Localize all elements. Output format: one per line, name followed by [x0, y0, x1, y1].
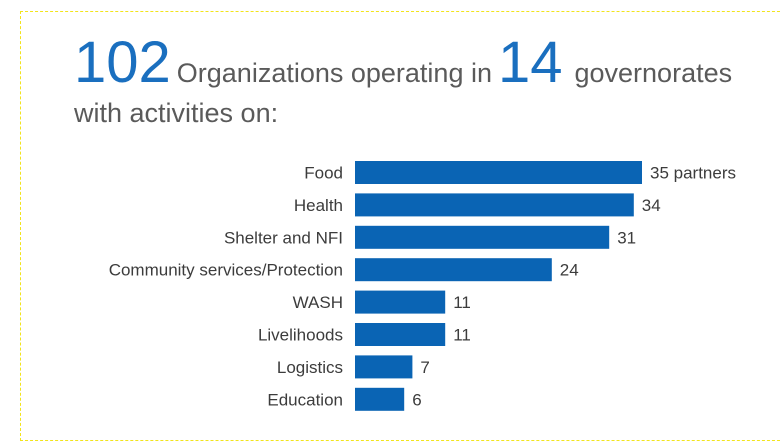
headline: 102 Organizations operating in 14 governora… — [74, 34, 733, 98]
organization-count: 102 — [74, 30, 171, 95]
value-label: 35 partners — [650, 164, 736, 183]
governorate-count: 14 — [497, 30, 563, 95]
bar — [355, 193, 634, 217]
bar — [355, 387, 405, 411]
value-label: 31 — [617, 228, 636, 247]
value-label: 24 — [560, 261, 579, 280]
category-label: Shelter and NFI — [224, 228, 343, 247]
category-label: Food — [304, 164, 343, 183]
category-label: Education — [267, 390, 343, 409]
category-label: Livelihoods — [258, 326, 343, 345]
value-label: 11 — [453, 293, 471, 312]
bar — [355, 161, 642, 184]
value-label: 7 — [420, 358, 429, 377]
bar — [355, 290, 446, 314]
bar — [355, 323, 446, 346]
subline: with activities on: — [74, 98, 279, 128]
value-label: 6 — [412, 390, 421, 409]
bar — [355, 225, 610, 249]
organization-text: Organizations operating in — [176, 58, 492, 88]
category-label: Health — [294, 196, 343, 215]
category-label: Community services/Protection — [109, 261, 343, 280]
bar — [355, 258, 552, 282]
governorate-text: governorates — [574, 58, 733, 88]
value-label: 34 — [642, 196, 661, 215]
value-label: 11 — [453, 326, 471, 345]
category-label: Logistics — [277, 358, 343, 377]
bar — [355, 355, 413, 379]
bar-chart: Food 35 partners Health 34 Shelter and NFI 31… — [109, 161, 736, 411]
category-label: WASH — [293, 293, 343, 312]
